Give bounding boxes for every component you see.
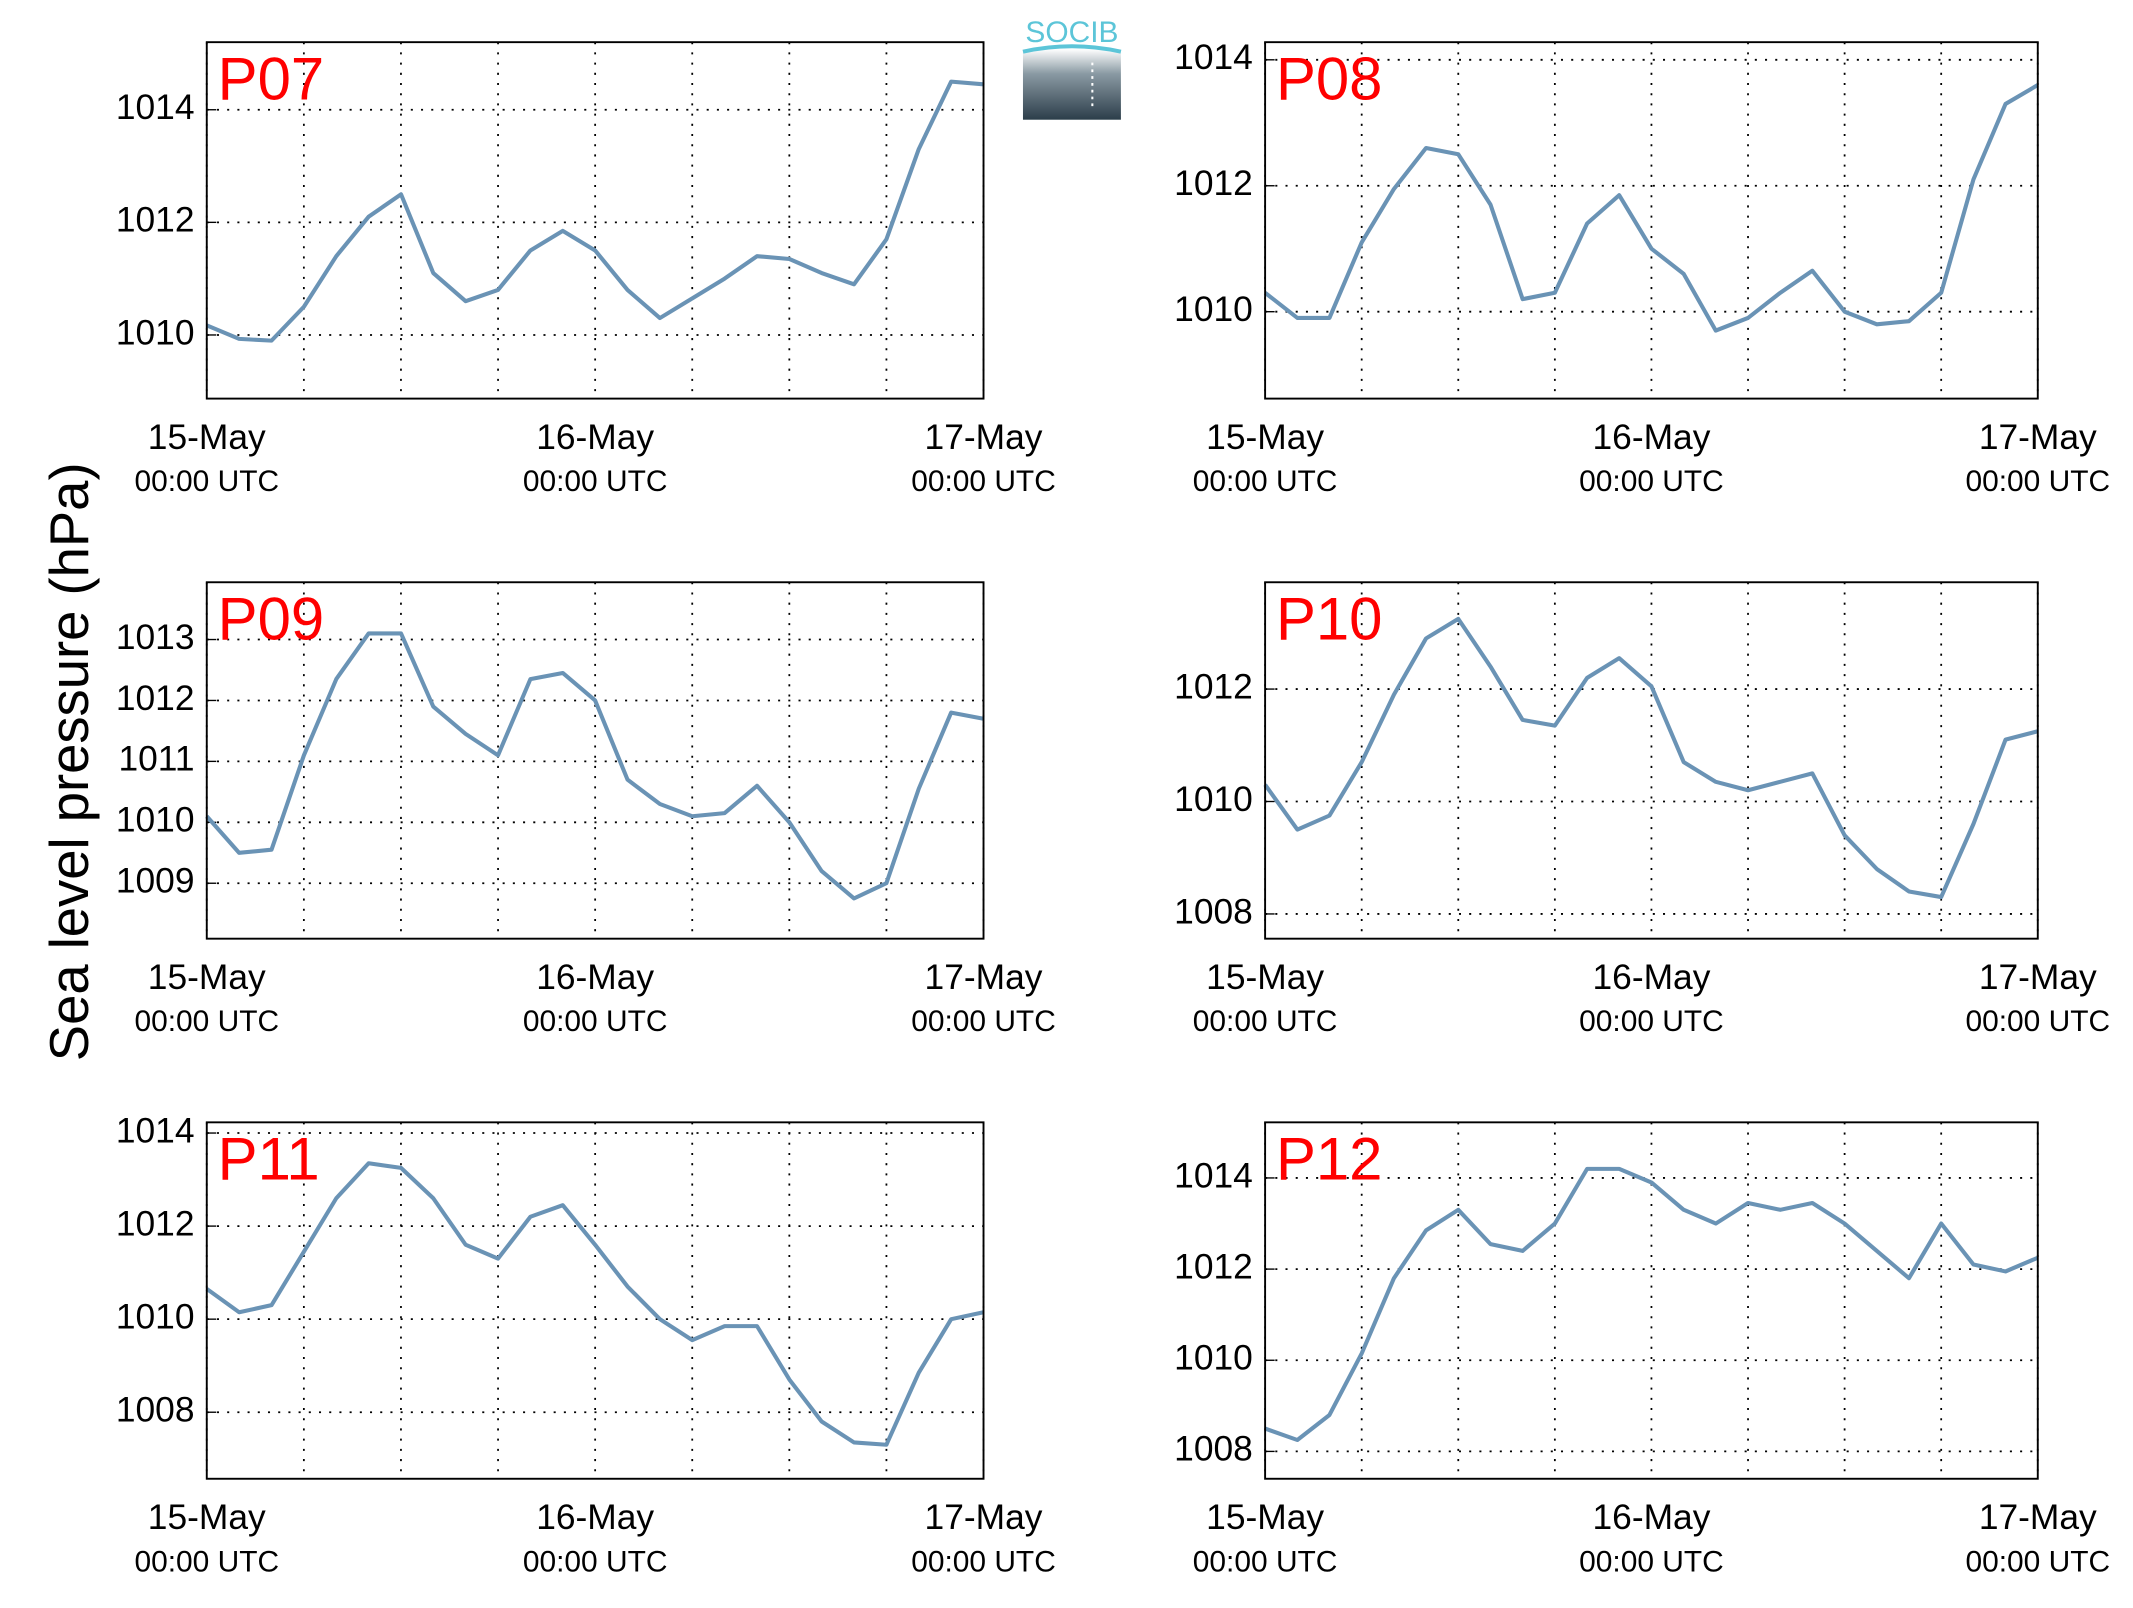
data-line [205, 631, 984, 901]
x-tick-label: 16-May [536, 958, 654, 997]
x-tick-label: 15-May [148, 1498, 266, 1537]
y-tick-label: 1012 [116, 679, 195, 718]
logo-wave [1022, 44, 1122, 54]
x-tick-sublabel: 00:00 UTC [523, 465, 668, 498]
panel: 1009 1010 1011 1012 1013 15-May 00:00 UTC 16-Ma… [116, 581, 1056, 1038]
x-tick-sublabel: 00:00 UTC [523, 1005, 668, 1038]
panel-title: P07 [218, 45, 324, 112]
plot-frame [1264, 1121, 2039, 1480]
y-tick-label: 1014 [116, 88, 195, 127]
y-tick-label: 1010 [1174, 1339, 1253, 1378]
x-tick-label: 17-May [925, 958, 1043, 997]
x-tick-sublabel: 00:00 UTC [1193, 1545, 1338, 1578]
x-tick-sublabel: 00:00 UTC [134, 1545, 279, 1578]
x-tick-sublabel: 00:00 UTC [134, 465, 279, 498]
y-tick-label: 1014 [1174, 38, 1253, 77]
x-tick-label: 15-May [148, 418, 266, 457]
x-tick-label: 16-May [1592, 1498, 1710, 1537]
panel-title: P12 [1276, 1125, 1382, 1192]
y-tick-label: 1012 [116, 1204, 195, 1243]
y-tick-label: 1010 [1174, 780, 1253, 819]
y-tick-label: 1010 [116, 313, 195, 352]
y-tick-label: 1012 [1174, 667, 1253, 706]
x-tick-label: 15-May [1206, 418, 1324, 457]
y-tick-label: 1014 [116, 1111, 195, 1150]
x-tick-label: 17-May [1979, 418, 2097, 457]
x-tick-label: 16-May [1592, 418, 1710, 457]
y-tick-label: 1008 [1174, 892, 1253, 931]
x-tick-sublabel: 00:00 UTC [1579, 465, 1724, 498]
x-tick-label: 15-May [1206, 958, 1324, 997]
x-tick-sublabel: 00:00 UTC [1193, 1005, 1338, 1038]
x-tick-sublabel: 00:00 UTC [134, 1005, 279, 1038]
panel: 1010 1012 1014 15-May 00:00 UTC 16-May 00:00 U… [1174, 38, 2110, 498]
x-tick-label: 16-May [536, 418, 654, 457]
x-tick-label: 16-May [1592, 958, 1710, 997]
panel: 1008 1010 1012 15-May 00:00 UTC 16-May 00:00 U… [1174, 581, 2110, 1038]
y-tick-label: 1010 [116, 1298, 195, 1337]
y-tick-label: 1010 [1174, 290, 1253, 329]
x-tick-sublabel: 00:00 UTC [1965, 1005, 2110, 1038]
data-line [1263, 616, 2039, 900]
data-line [1264, 1166, 2039, 1443]
x-tick-sublabel: 00:00 UTC [911, 1545, 1056, 1578]
y-tick-label: 1009 [116, 862, 195, 901]
x-tick-sublabel: 00:00 UTC [1965, 1545, 2110, 1578]
x-tick-sublabel: 00:00 UTC [911, 465, 1056, 498]
x-tick-label: 16-May [536, 1498, 654, 1537]
logo-text: SOCIB [1025, 16, 1118, 49]
plot-frame [205, 581, 985, 940]
data-line [1263, 83, 2039, 333]
plot-frame [1264, 581, 2039, 940]
panel-title: P09 [218, 585, 324, 652]
x-tick-sublabel: 00:00 UTC [1579, 1005, 1724, 1038]
y-tick-label: 1008 [1174, 1430, 1253, 1469]
x-tick-sublabel: 00:00 UTC [1579, 1545, 1724, 1578]
y-tick-label: 1014 [1174, 1156, 1253, 1195]
y-tick-label: 1012 [1174, 164, 1253, 203]
panel-title: P11 [218, 1125, 320, 1192]
y-tick-label: 1011 [118, 740, 194, 779]
panel-title: P08 [1276, 45, 1382, 112]
logo: SOCIB [1022, 16, 1122, 120]
y-tick-label: 1013 [116, 618, 195, 657]
x-tick-label: 15-May [1206, 1498, 1324, 1537]
logo-block [1022, 48, 1121, 120]
x-tick-label: 17-May [1979, 1498, 2097, 1537]
y-tick-label: 1008 [116, 1391, 195, 1430]
x-tick-sublabel: 00:00 UTC [911, 1005, 1056, 1038]
plot-frame [1264, 41, 2039, 400]
y-tick-label: 1012 [116, 201, 195, 240]
y-axis-label: Sea level pressure (hPa) [39, 462, 100, 1061]
x-tick-label: 17-May [1979, 958, 2097, 997]
x-tick-sublabel: 00:00 UTC [523, 1545, 668, 1578]
y-tick-label: 1010 [116, 801, 195, 840]
panel-title: P10 [1276, 585, 1382, 652]
x-tick-label: 15-May [148, 958, 266, 997]
panel: 1008 1010 1012 1014 15-May 00:00 UTC 16-May 00:… [1174, 1121, 2110, 1578]
y-tick-label: 1012 [1174, 1247, 1253, 1286]
x-tick-sublabel: 00:00 UTC [1193, 465, 1338, 498]
x-tick-label: 17-May [925, 418, 1043, 457]
data-line [205, 1161, 984, 1447]
data-line [205, 79, 984, 343]
x-tick-label: 17-May [925, 1498, 1043, 1537]
panel: 1008 1010 1012 1014 15-May 00:00 UTC 16-May 00:… [116, 1111, 1056, 1578]
plot-frame [205, 1121, 985, 1480]
x-tick-sublabel: 00:00 UTC [1965, 465, 2110, 498]
plot-frame [205, 41, 985, 400]
panel: 1010 1012 1014 15-May 00:00 UTC 16-May 00:00 U… [116, 41, 1056, 498]
